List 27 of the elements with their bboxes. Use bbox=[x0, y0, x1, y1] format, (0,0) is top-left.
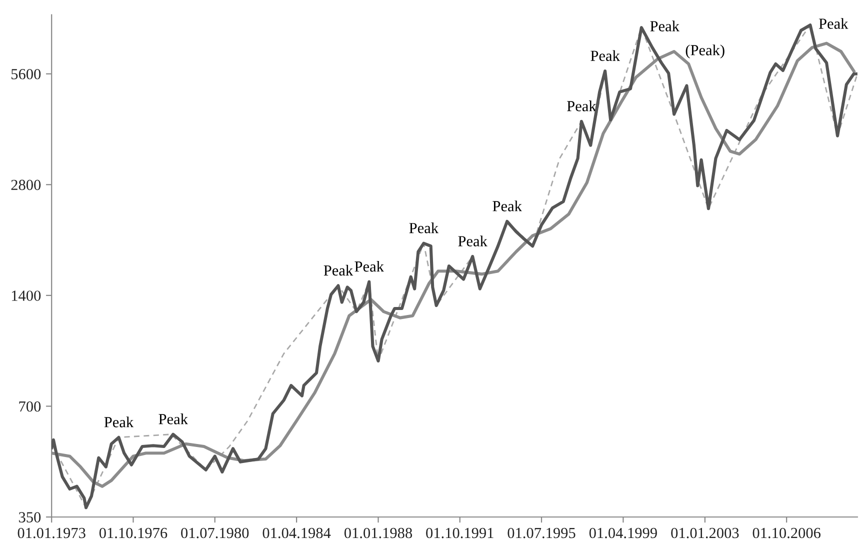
y-tick-label: 2800 bbox=[11, 180, 41, 190]
x-tick-label: 01.10.2006 bbox=[752, 528, 820, 538]
x-tick-label: 01.07.1980 bbox=[181, 528, 249, 538]
annotation: Peak bbox=[104, 416, 134, 428]
x-tick-label: 01.04.1999 bbox=[589, 528, 657, 538]
annotation: Peak bbox=[324, 264, 354, 276]
x-tick-label: 01.01.1988 bbox=[344, 528, 412, 538]
annotation: (Peak) bbox=[686, 44, 724, 58]
annotation: Peak bbox=[354, 260, 384, 272]
y-tick-label: 1400 bbox=[12, 290, 41, 301]
x-tick-label: 01.10.1976 bbox=[99, 528, 168, 538]
annotation: Peak bbox=[492, 200, 522, 212]
x-tick-label: 01.01.2003 bbox=[671, 528, 739, 538]
x-tick-label: 01.10.1991 bbox=[426, 528, 494, 538]
annotation: Peak bbox=[818, 18, 848, 29]
annotation: Peak bbox=[458, 236, 488, 246]
annotation: Peak bbox=[409, 222, 439, 234]
x-tick-label: 01.01.1973 bbox=[18, 528, 86, 538]
annotation: Peak bbox=[590, 50, 620, 61]
y-tick-label: 700 bbox=[19, 401, 41, 412]
annotation: Peak bbox=[567, 100, 596, 112]
y-tick-label: 350 bbox=[18, 512, 41, 522]
x-tick-label: 01.04.1984 bbox=[262, 528, 331, 538]
annotation: Peak bbox=[650, 20, 680, 32]
annotation: Peak bbox=[158, 414, 188, 424]
y-tick-label: 5600 bbox=[12, 68, 41, 80]
x-tick-label: 01.07.1995 bbox=[508, 528, 576, 538]
